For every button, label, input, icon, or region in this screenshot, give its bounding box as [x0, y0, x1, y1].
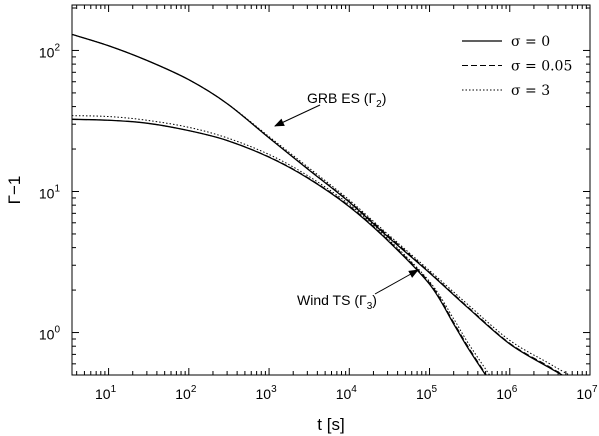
- x-tick-label: 106: [496, 384, 518, 402]
- x-tick-label: 104: [336, 384, 358, 402]
- legend-label: σ = 3: [511, 83, 550, 99]
- legend-label: σ = 0.05: [511, 59, 572, 75]
- legend: σ = 0 σ = 0.05 σ = 3: [462, 34, 572, 99]
- y-tick-labels: 100 101 102: [39, 42, 61, 342]
- series-line-wind-ts-dotted: [72, 115, 490, 375]
- plot-frame: [71, 4, 591, 376]
- y-tick-label: 100: [39, 325, 61, 343]
- y-tick-label: 101: [39, 183, 61, 201]
- x-tick-label: 103: [255, 384, 277, 402]
- x-axis-title: t [s]: [317, 415, 344, 434]
- axis-ticks: [72, 5, 591, 376]
- y-tick-label: 102: [39, 42, 61, 60]
- annotations: GRB ES (Γ2) Wind TS (Γ3): [274, 90, 419, 312]
- x-tick-label: 107: [576, 384, 598, 402]
- series-line-grb-es-dashed: [72, 33, 564, 375]
- x-tick-label: 101: [95, 384, 117, 402]
- y-axis-title: Γ−1: [5, 176, 24, 205]
- series-layer: [72, 33, 570, 375]
- series-line-wind-ts-dashed: [72, 118, 487, 375]
- legend-label: σ = 0: [511, 34, 550, 50]
- annotation-label: GRB ES (Γ2): [307, 90, 386, 110]
- annotation-arrow: [374, 269, 419, 295]
- annotation-label: Wind TS (Γ3): [297, 292, 377, 312]
- annotation-arrow: [274, 104, 321, 127]
- x-tick-label: 105: [416, 384, 438, 402]
- x-tick-labels: 101 102 103 104 105 106 107: [95, 384, 598, 402]
- x-tick-label: 102: [175, 384, 197, 402]
